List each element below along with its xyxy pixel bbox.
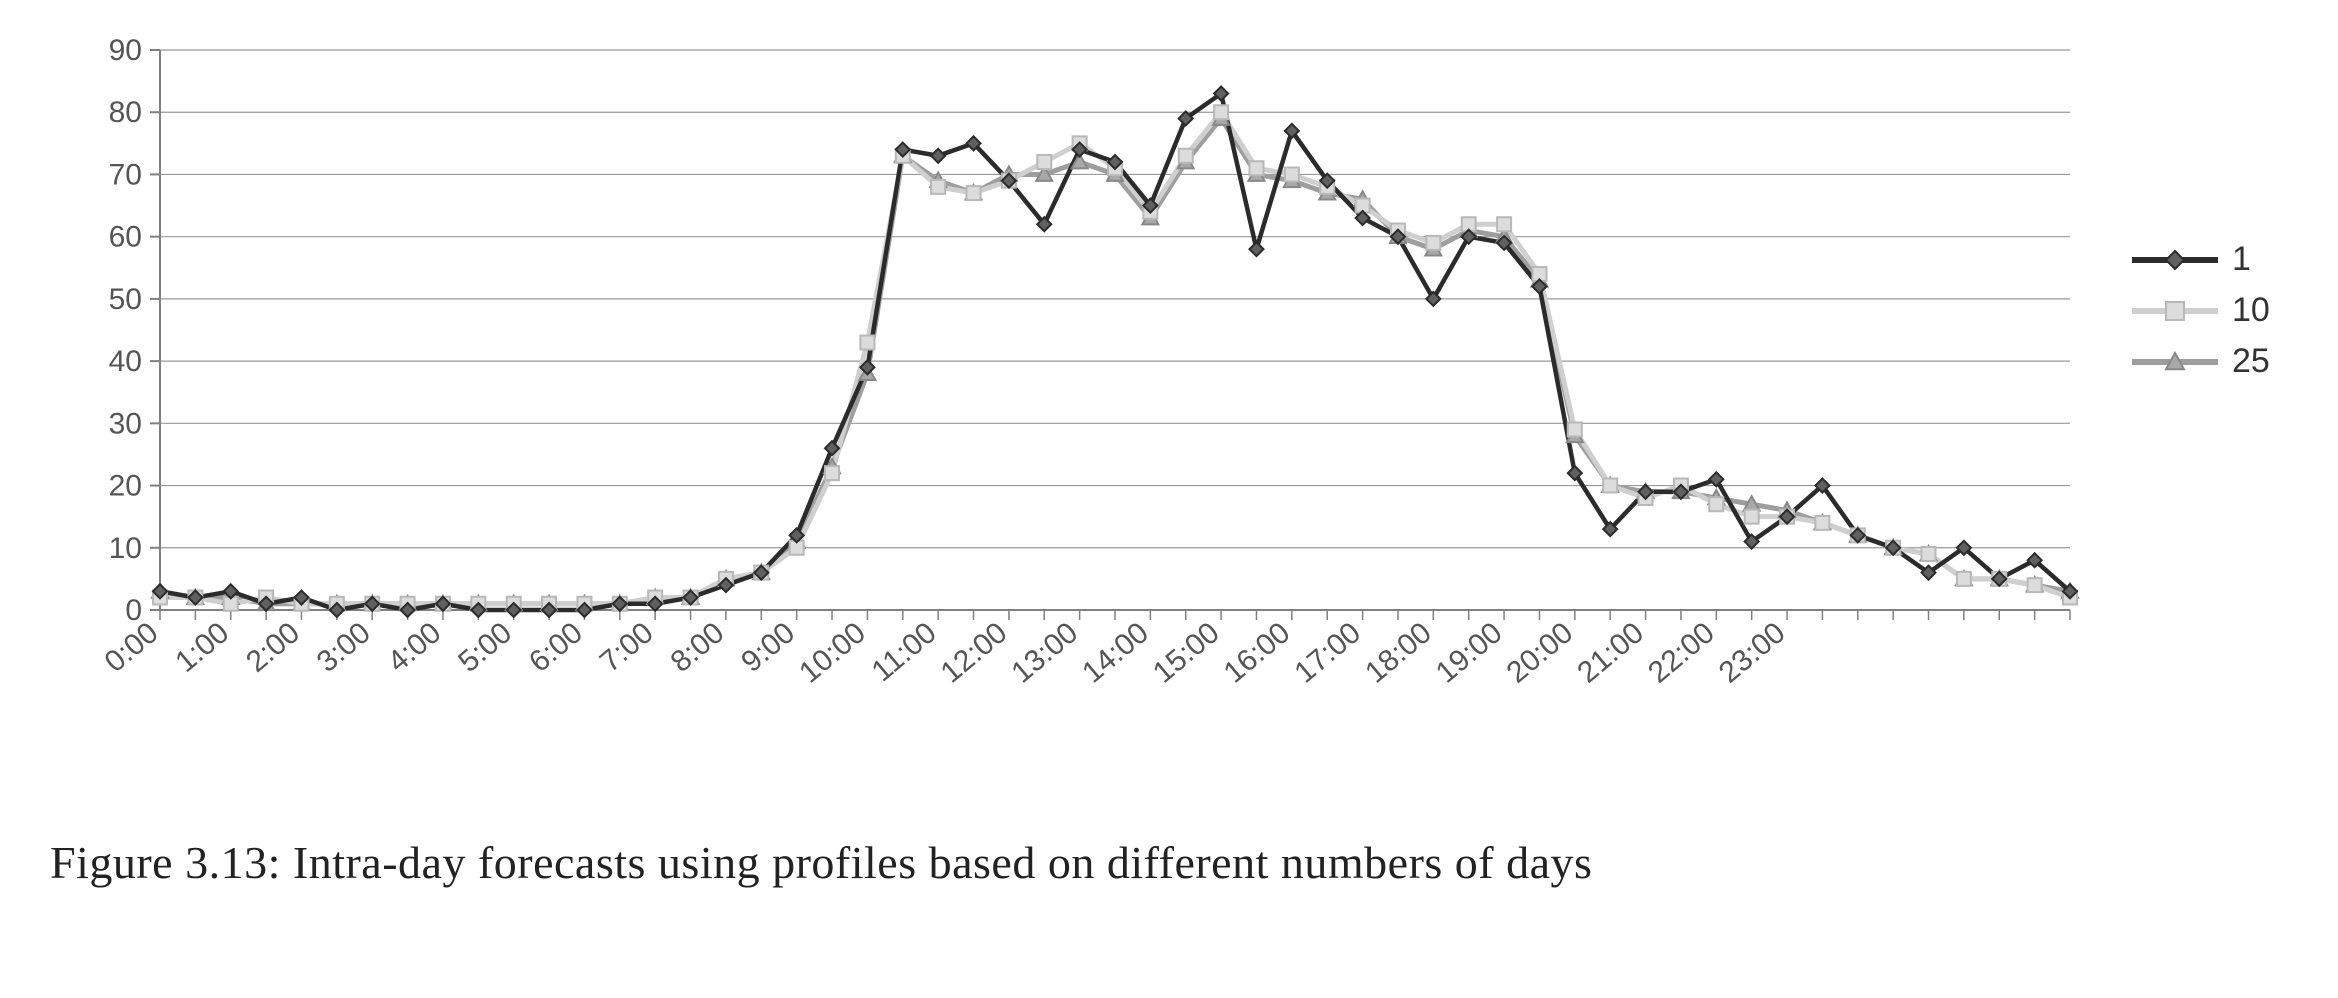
series-marker-10: [2028, 578, 2042, 592]
y-tick-label: 70: [109, 158, 142, 191]
series-marker-10: [1285, 167, 1299, 181]
series-marker-10: [1709, 497, 1723, 511]
legend-label: 25: [2232, 342, 2270, 381]
y-tick-label: 90: [109, 34, 142, 67]
legend-item-25: 25: [2130, 342, 2270, 381]
series-marker-10: [1179, 149, 1193, 163]
legend-swatch-10: [2130, 297, 2220, 325]
figure-caption: Figure 3.13: Intra-day forecasts using p…: [50, 836, 2298, 889]
intraday-forecast-chart: 01020304050607080900:001:002:003:004:005…: [40, 20, 2100, 780]
y-tick-label: 50: [109, 283, 142, 316]
series-marker-10: [825, 466, 839, 480]
series-marker-10: [1745, 510, 1759, 524]
y-tick-label: 80: [109, 96, 142, 129]
legend-label: 10: [2232, 291, 2270, 330]
series-marker-10: [1497, 217, 1511, 231]
series-marker-10: [931, 180, 945, 194]
legend-swatch-25: [2130, 348, 2220, 376]
y-tick-label: 60: [109, 221, 142, 254]
figure-container: 01020304050607080900:001:002:003:004:005…: [0, 0, 2338, 998]
legend: 1 10 25: [2130, 240, 2270, 393]
series-marker-10: [1249, 161, 1263, 175]
y-tick-label: 30: [109, 407, 142, 440]
series-marker-10: [1214, 105, 1228, 119]
series-marker-10: [860, 335, 874, 349]
series-marker-10: [1957, 572, 1971, 586]
series-marker-10: [1426, 236, 1440, 250]
y-tick-label: 10: [109, 532, 142, 565]
legend-swatch-1: [2130, 246, 2220, 274]
y-tick-label: 20: [109, 470, 142, 503]
series-marker-10: [1922, 547, 1936, 561]
y-tick-label: 40: [109, 345, 142, 378]
legend-label: 1: [2232, 240, 2251, 279]
series-marker-10: [1568, 423, 1582, 437]
legend-item-10: 10: [2130, 291, 2270, 330]
series-marker-10: [1603, 479, 1617, 493]
chart-row: 01020304050607080900:001:002:003:004:005…: [40, 20, 2298, 780]
series-marker-10: [1037, 155, 1051, 169]
legend-item-1: 1: [2130, 240, 2270, 279]
series-marker-10: [967, 186, 981, 200]
series-marker-10: [1815, 516, 1829, 530]
